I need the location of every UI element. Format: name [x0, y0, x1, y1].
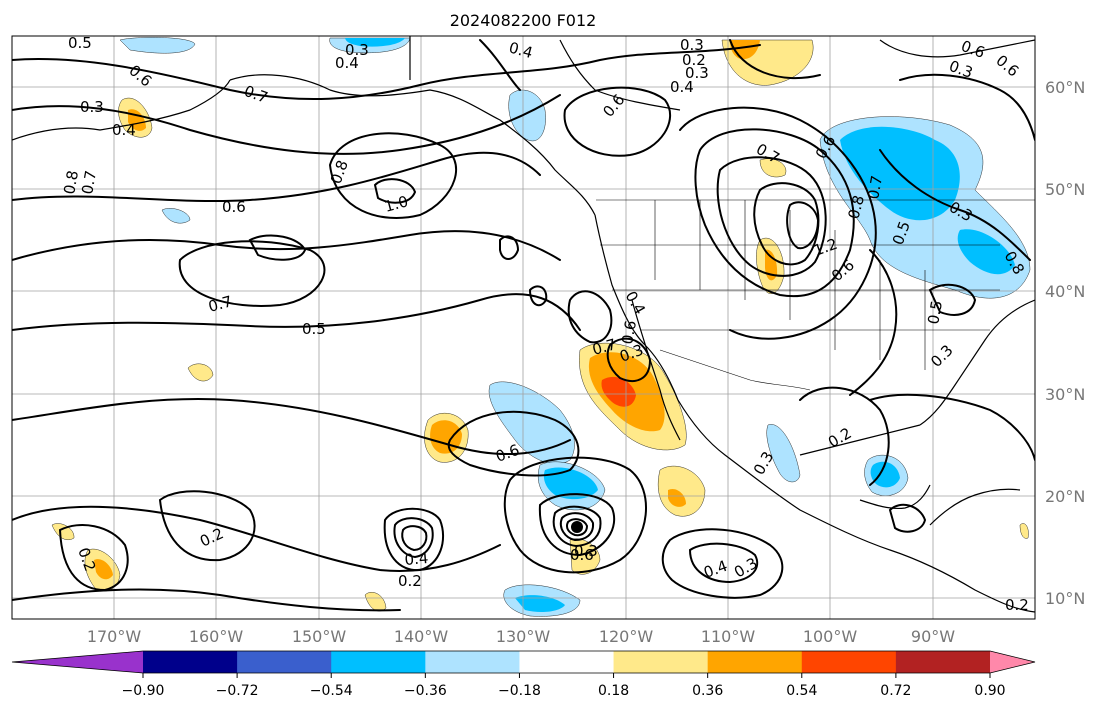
lon-label: 150°W	[292, 627, 347, 646]
lon-label: 120°W	[599, 627, 654, 646]
contour-label: 0.3	[80, 98, 104, 116]
colorbar-tick-label: −0.54	[310, 683, 353, 699]
lat-label: 40°N	[1045, 282, 1085, 301]
contour-label: 0.7	[78, 169, 100, 196]
shade-negative-blob	[119, 37, 196, 54]
contour-label: 0.2	[398, 572, 422, 590]
colorbar-bin	[143, 651, 238, 673]
shade-negative-blob	[870, 461, 900, 488]
colorbar-bin	[801, 651, 897, 673]
lon-label: 170°W	[87, 627, 142, 646]
coastlines	[12, 36, 1035, 613]
contour-label: 0.2	[682, 51, 706, 69]
lat-label: 50°N	[1045, 180, 1085, 199]
contour-label: 0.6	[222, 198, 246, 216]
colorbar-tick-label: 0.72	[880, 683, 911, 699]
colorbar: −0.90 −0.72 −0.54 −0.36 −0.18 0.18 0.36 0.54 0.7…	[11, 650, 1036, 699]
shade-positive-blob	[364, 592, 387, 612]
shade-positive-blob	[187, 363, 214, 382]
contour-label: 0.4	[112, 121, 136, 139]
shade-negative-blob	[488, 381, 575, 465]
contour-label: 0.6	[618, 319, 640, 346]
lon-label: 90°W	[911, 627, 955, 646]
contour-label: 0.3	[345, 41, 369, 59]
colorbar-tick-label: −0.90	[122, 683, 165, 699]
contour-label: 0.5	[924, 299, 946, 326]
shade-positive-blob	[657, 465, 706, 517]
lon-label: 160°W	[189, 627, 244, 646]
map-frame	[11, 35, 1036, 620]
low-pressure-center	[571, 521, 583, 533]
plot-title: 2024082200 F012	[450, 11, 597, 30]
lon-label: 100°W	[803, 627, 858, 646]
contour-label: 0.3	[680, 36, 704, 54]
colorbar-tick-label: 0.54	[786, 683, 817, 699]
contour-label: 0.4	[404, 549, 429, 569]
shade-negative-blob	[508, 89, 546, 142]
contour-label: 0.6	[570, 546, 594, 564]
colorbar-bin	[237, 651, 332, 673]
shade-negative-blob	[515, 595, 565, 613]
shade-positive-blob	[601, 376, 636, 407]
contour-label: 0.2	[1005, 596, 1029, 614]
colorbar-bin	[519, 651, 615, 673]
lat-label: 30°N	[1045, 385, 1085, 404]
contour-lines	[12, 39, 1035, 612]
colorbar-tick-label: −0.72	[216, 683, 259, 699]
contour-label: 0.3	[685, 64, 709, 82]
contour-label: 0.8	[844, 193, 868, 221]
colorbar-tick-label: 0.90	[974, 683, 1005, 699]
contour-label: 0.7	[590, 335, 618, 359]
contour-label: 0.3	[574, 542, 598, 560]
lon-label: 110°W	[701, 627, 756, 646]
colorbar-bin	[613, 651, 709, 673]
latitude-labels: 60°N 50°N 40°N 30°N 20°N 10°N	[1045, 78, 1085, 608]
lon-label: 140°W	[394, 627, 449, 646]
colorbar-bin	[707, 651, 803, 673]
contour-label: 1.0	[382, 192, 410, 216]
contour-label: 0.7	[206, 292, 234, 316]
colorbar-tick-label: −0.36	[404, 683, 447, 699]
colorbar-extend-high	[990, 651, 1035, 673]
shade-negative-blob	[543, 467, 598, 500]
lat-label: 20°N	[1045, 487, 1085, 506]
contour-label: 0.7	[864, 174, 886, 201]
shade-positive-blob	[765, 249, 778, 281]
colorbar-tick-label: −0.18	[498, 683, 541, 699]
contour-label: 0.4	[507, 38, 535, 62]
lat-label: 10°N	[1045, 589, 1085, 608]
shade-negative-blob	[161, 208, 191, 224]
contour-label: 0.4	[670, 78, 694, 96]
lat-label: 60°N	[1045, 78, 1085, 97]
colorbar-bin	[331, 651, 426, 673]
colorbar-tick-label: 0.36	[692, 683, 723, 699]
shade-negative-blob	[957, 229, 1015, 275]
longitude-labels: 170°W 160°W 150°W 140°W 130°W 120°W 110°…	[87, 627, 955, 646]
contour-label: 0.5	[302, 320, 326, 338]
contour-label: 0.8	[60, 169, 82, 196]
shade-positive-blob	[668, 488, 686, 507]
lon-label: 130°W	[496, 627, 551, 646]
shade-positive-blob	[1019, 523, 1029, 539]
map-panel: 0.5 0.3 0.4 0.6 0.3 0.4 0.7 0.4 0.8 0.7 …	[11, 34, 1036, 620]
shade-negative-blob	[345, 38, 405, 47]
contour-label: 0.5	[68, 34, 92, 52]
colorbar-bin	[895, 651, 991, 673]
colorbar-extend-low	[12, 651, 143, 673]
colorbar-tick-label: 0.18	[598, 683, 629, 699]
contour-label: 0.4	[335, 54, 359, 72]
shade-negative-blob	[766, 424, 801, 483]
shade-positive-blob	[94, 559, 113, 580]
colorbar-bin	[425, 651, 520, 673]
